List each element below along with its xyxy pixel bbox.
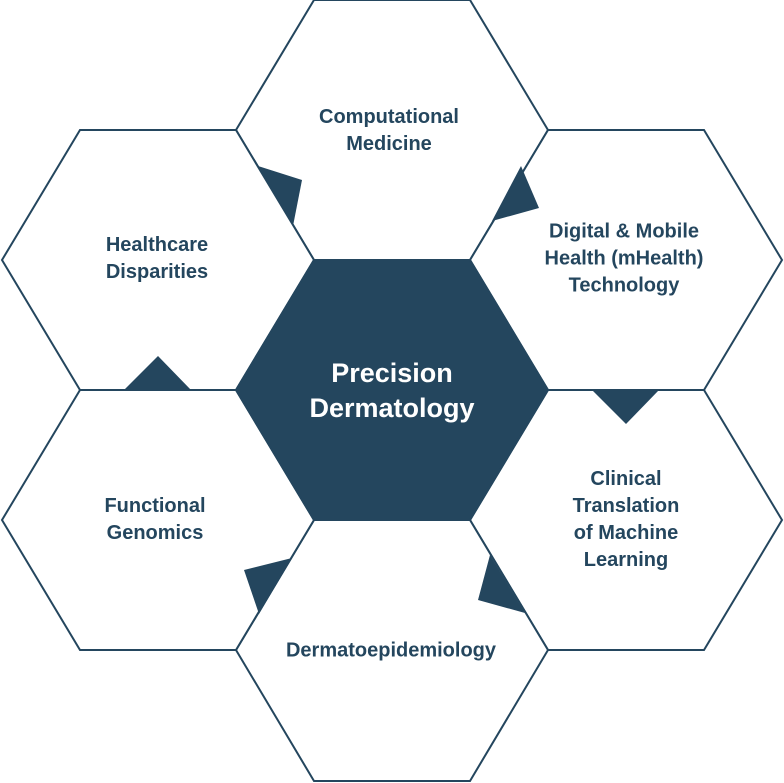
area-label-clinical-translation-ml: Clinical Translation of Machine Learning: [572, 468, 680, 571]
hex-center: [234, 259, 550, 521]
area-label-computational-medicine: Computational Medicine: [319, 106, 459, 155]
area-label-functional-genomics: Functional Genomics: [104, 495, 206, 544]
area-label-digital-mobile-health: Digital & Mobile Health (mHealth) Techno…: [544, 220, 704, 297]
area-label-healthcare-disparities: Healthcare Disparities: [105, 234, 209, 283]
center-title: Precision Dermatology: [309, 358, 475, 423]
connector-notch-left: [124, 356, 191, 390]
area-label-dermatoepidemiology: Dermatoepidemiology: [285, 639, 497, 662]
connector-notch-top-right: [492, 166, 539, 221]
connector-notch-bottom-left: [244, 558, 292, 614]
connector-notch-right: [592, 390, 659, 424]
connector-notch-bottom-right: [478, 555, 525, 613]
connector-notch-top-left: [258, 166, 302, 226]
